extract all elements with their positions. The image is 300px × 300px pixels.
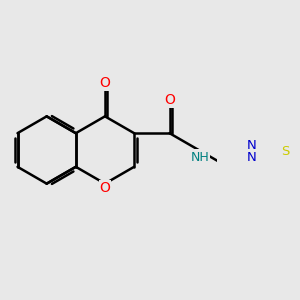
Text: O: O <box>164 93 175 107</box>
Text: N: N <box>247 139 257 152</box>
Text: NH: NH <box>191 150 210 163</box>
Text: O: O <box>100 181 110 195</box>
Text: S: S <box>281 145 290 158</box>
Text: N: N <box>247 151 257 164</box>
Text: NH: NH <box>191 151 210 164</box>
Text: O: O <box>100 76 110 90</box>
